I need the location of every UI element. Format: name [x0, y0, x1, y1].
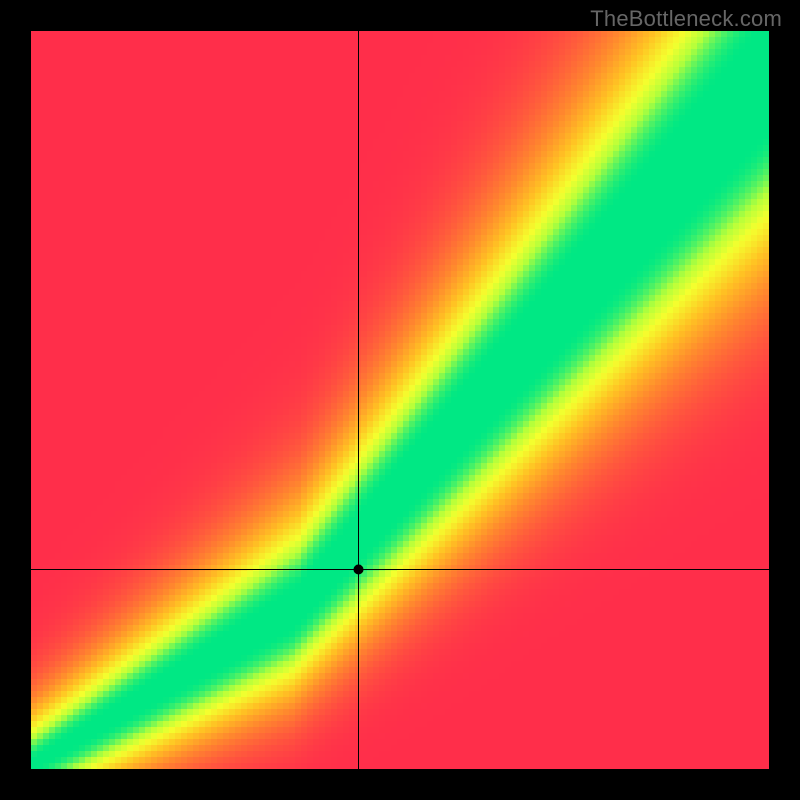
- heatmap-canvas: [31, 31, 769, 769]
- chart-container: TheBottleneck.com: [0, 0, 800, 800]
- watermark-text: TheBottleneck.com: [590, 6, 782, 32]
- heatmap-plot: [31, 31, 769, 769]
